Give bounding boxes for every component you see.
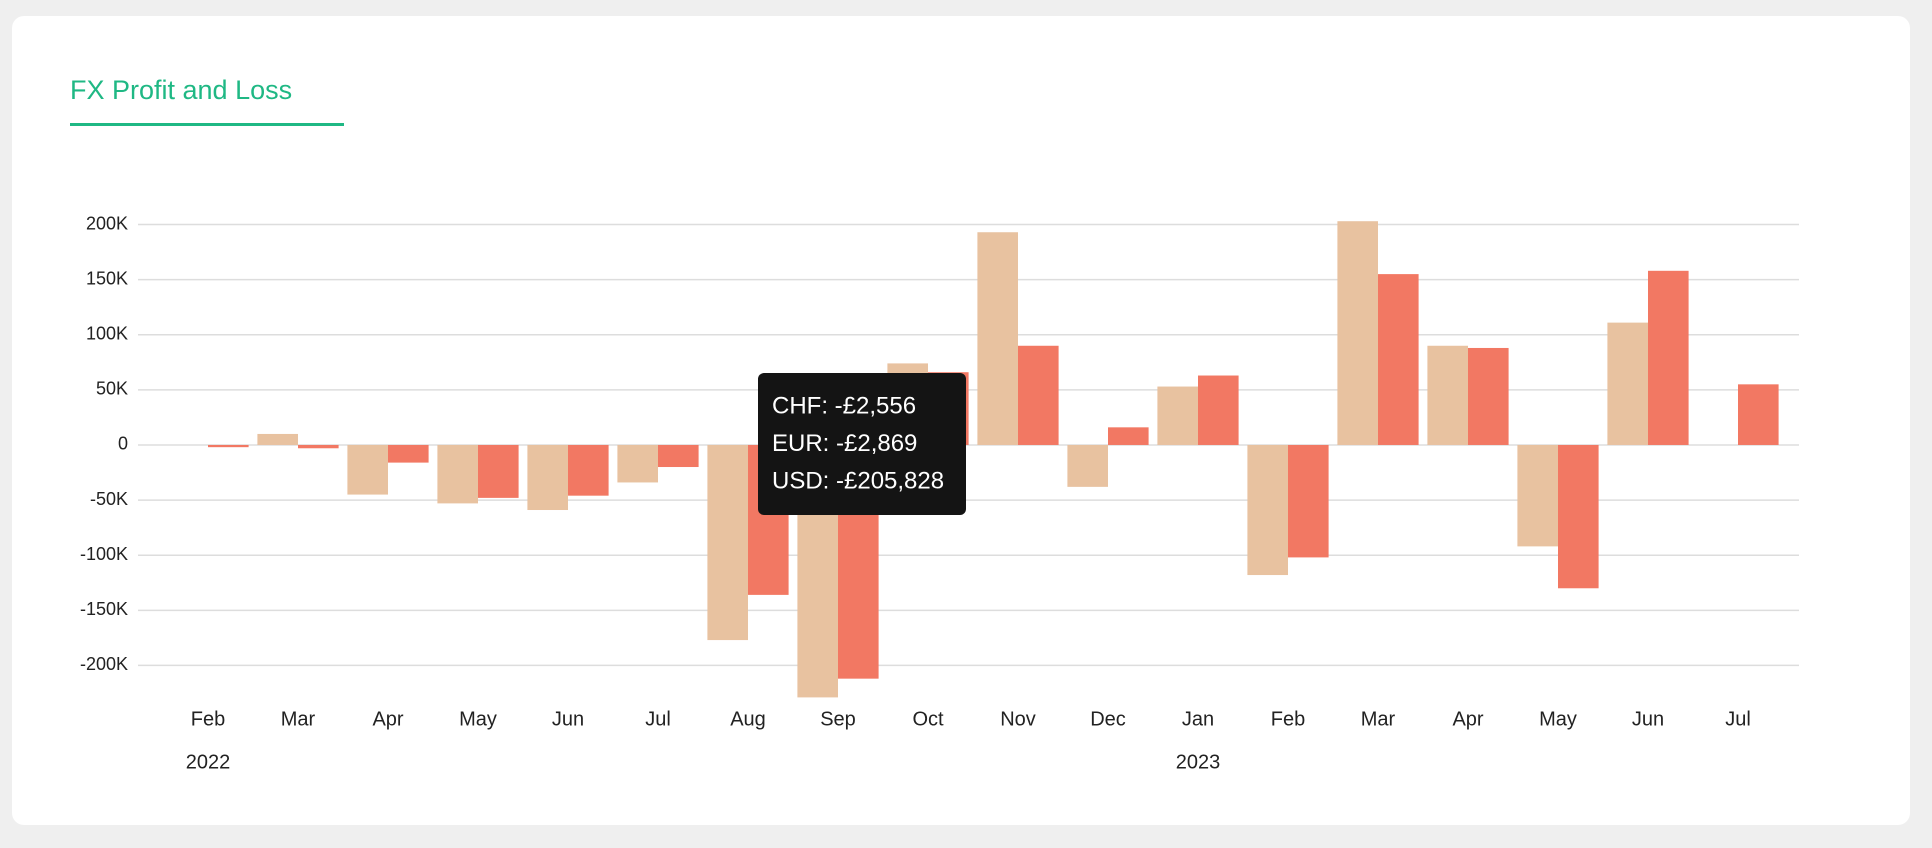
bar	[707, 444, 748, 641]
x-tick-label: Jun	[552, 708, 584, 730]
year-label: 2023	[1176, 751, 1221, 773]
labels: -200K -150K -100K -50K 0 50K 100K 150K 200K Feb 20…	[80, 213, 1751, 773]
x-tick-label: Mar	[281, 708, 316, 730]
x-tick-label: Jan	[1182, 708, 1214, 730]
x-tick-label: Sep	[820, 708, 856, 730]
y-tick-label: 200K	[86, 213, 128, 233]
y-tick-label: -100K	[80, 544, 128, 564]
bar	[388, 444, 429, 463]
x-tick-label: Jul	[1725, 708, 1751, 730]
bar	[257, 433, 298, 445]
bar	[208, 444, 249, 448]
bar	[347, 444, 388, 495]
bars	[208, 221, 1779, 698]
bar	[1468, 347, 1509, 445]
tooltip-line: CHF: -£2,556	[772, 392, 916, 419]
y-tick-label: 150K	[86, 268, 128, 288]
x-tick-label: Jun	[1632, 708, 1664, 730]
x-tick-label: Dec	[1090, 708, 1126, 730]
tooltip-line: USD: -£205,828	[772, 467, 944, 494]
bar	[568, 444, 609, 496]
tooltip: CHF: -£2,556 EUR: -£2,869 USD: -£205,828	[758, 373, 966, 515]
bar	[1337, 221, 1378, 445]
bar	[1648, 270, 1689, 445]
bar	[1067, 444, 1108, 487]
bar	[658, 444, 699, 468]
y-tick-label: 0	[118, 434, 128, 454]
bar	[1108, 427, 1149, 445]
x-tick-label: Oct	[912, 708, 944, 730]
bar	[977, 232, 1018, 445]
bar	[1157, 386, 1198, 445]
bar	[1247, 444, 1288, 576]
x-tick-label: Apr	[1452, 708, 1483, 730]
y-tick-label: 50K	[96, 379, 128, 399]
x-tick-label: May	[459, 708, 497, 730]
chart-title: FX Profit and Loss	[70, 75, 292, 105]
y-tick-label: -50K	[90, 489, 128, 509]
y-tick-label: -200K	[80, 654, 128, 674]
bar	[527, 444, 568, 511]
bar	[478, 444, 519, 498]
bar	[298, 444, 339, 449]
bar	[437, 444, 478, 504]
tooltip-box	[758, 373, 966, 515]
x-tick-label: Feb	[1271, 708, 1305, 730]
x-tick-label: May	[1539, 708, 1577, 730]
title-underline	[70, 123, 344, 126]
x-tick-label: Jul	[645, 708, 671, 730]
year-label: 2022	[186, 751, 231, 773]
y-tick-label: 100K	[86, 323, 128, 343]
x-tick-label: Apr	[372, 708, 403, 730]
bar	[1378, 274, 1419, 445]
y-tick-label: -150K	[80, 599, 128, 619]
bar	[617, 444, 658, 483]
bar	[1517, 444, 1558, 547]
bar	[1738, 384, 1779, 445]
x-tick-label: Mar	[1361, 708, 1396, 730]
bar	[1558, 444, 1599, 589]
bar	[1607, 322, 1648, 445]
bar	[1288, 444, 1329, 558]
x-tick-label: Nov	[1000, 708, 1036, 730]
x-tick-label: Aug	[730, 708, 766, 730]
tooltip-line: EUR: -£2,869	[772, 430, 917, 457]
bar	[1018, 345, 1059, 445]
x-tick-label: Feb	[191, 708, 225, 730]
bar	[1427, 345, 1468, 445]
bar	[1198, 375, 1239, 445]
